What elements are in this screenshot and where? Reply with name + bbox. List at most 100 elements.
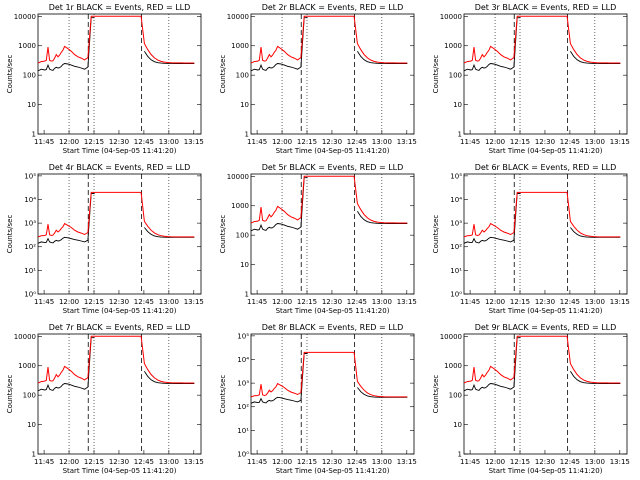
x-tick-label: 12:15 [297, 138, 317, 146]
x-tick-label: 12:45 [347, 298, 367, 306]
x-tick-label: 13:00 [372, 298, 392, 306]
panel-title: Det 6r BLACK = Events, RED = LLD [475, 163, 617, 172]
y-tick-label: 10¹ [24, 267, 36, 275]
series-lld-line [463, 15, 621, 64]
x-axis-label: Start Time (04-Sep-05 11:41:20) [63, 467, 177, 475]
y-tick-label: 10⁵ [237, 332, 249, 340]
y-tick-label: 10⁴ [24, 196, 36, 204]
y-tick-label: 1 [245, 131, 249, 139]
x-tick-label: 12:00 [485, 138, 505, 146]
y-tick-label: 1 [32, 451, 36, 459]
y-axis-label: Counts/sec [219, 215, 227, 254]
x-tick-label: 13:15 [610, 298, 630, 306]
y-tick-label: 10000 [440, 333, 462, 341]
series-lld-line [250, 175, 408, 224]
plot-frame [250, 173, 415, 295]
x-tick-label: 13:00 [159, 138, 179, 146]
y-tick-label: 1 [458, 451, 462, 459]
y-tick-label: 10¹ [450, 267, 462, 275]
x-axis-label: Start Time (04-Sep-05 11:41:20) [276, 147, 390, 155]
y-tick-label: 10⁴ [450, 196, 462, 204]
x-tick-label: 12:15 [297, 298, 317, 306]
y-tick-label: 1 [245, 291, 249, 299]
x-tick-label: 11:45 [247, 298, 267, 306]
y-axis-label: Counts/sec [219, 375, 227, 414]
y-tick-label: 10⁰ [237, 451, 249, 459]
x-tick-label: 12:00 [59, 298, 79, 306]
panel-1: Det 1r BLACK = Events, RED = LLD 1 10 100 10… [6, 3, 204, 155]
x-tick-label: 12:30 [109, 458, 129, 466]
series-lld-line [463, 191, 621, 238]
x-tick-label: 12:30 [535, 458, 555, 466]
y-tick-label: 10 [27, 101, 36, 109]
x-tick-label: 11:45 [34, 458, 54, 466]
y-tick-label: 1000 [18, 362, 36, 370]
x-tick-label: 13:15 [184, 138, 204, 146]
y-tick-label: 10⁰ [450, 291, 462, 299]
y-tick-label: 10² [24, 243, 36, 251]
panel-title: Det 8r BLACK = Events, RED = LLD [262, 323, 404, 332]
x-tick-label: 13:15 [610, 138, 630, 146]
panel-title: Det 1r BLACK = Events, RED = LLD [49, 3, 191, 12]
y-tick-label: 10000 [440, 13, 462, 21]
y-tick-label: 10 [240, 101, 249, 109]
x-axis-label: Start Time (04-Sep-05 11:41:20) [63, 147, 177, 155]
x-axis-label: Start Time (04-Sep-05 11:41:20) [63, 307, 177, 315]
x-tick-label: 13:15 [610, 458, 630, 466]
panel-title: Det 2r BLACK = Events, RED = LLD [262, 3, 404, 12]
panel-2: Det 2r BLACK = Events, RED = LLD 1 10 100 10… [219, 3, 417, 155]
x-tick-label: 12:15 [84, 458, 104, 466]
y-tick-label: 10³ [237, 380, 249, 388]
y-tick-label: 10² [237, 403, 249, 411]
y-tick-label: 10¹ [237, 427, 249, 435]
x-tick-label: 12:45 [560, 138, 580, 146]
x-tick-label: 12:30 [322, 458, 342, 466]
panel-7: Det 7r BLACK = Events, RED = LLD 1 10 100 10… [6, 323, 204, 475]
y-tick-label: 1000 [444, 362, 462, 370]
x-tick-label: 11:45 [460, 458, 480, 466]
x-tick-label: 12:45 [347, 138, 367, 146]
panel-8: Det 8r BLACK = Events, RED = LLD 10⁰ 10¹ 10… [219, 323, 417, 475]
panel-9: Det 9r BLACK = Events, RED = LLD 1 10 100 10… [432, 323, 630, 475]
panel-title: Det 5r BLACK = Events, RED = LLD [262, 163, 404, 172]
x-tick-label: 13:00 [585, 138, 605, 146]
plot-frame [250, 333, 415, 455]
x-tick-label: 12:15 [297, 458, 317, 466]
x-tick-label: 13:00 [585, 298, 605, 306]
x-axis-label: Start Time (04-Sep-05 11:41:20) [489, 147, 603, 155]
x-tick-label: 12:30 [322, 138, 342, 146]
plot-frame [463, 173, 628, 295]
y-tick-label: 1000 [231, 202, 249, 210]
x-tick-label: 12:00 [59, 458, 79, 466]
x-tick-label: 12:15 [510, 458, 530, 466]
series-events-line [250, 353, 408, 404]
x-tick-label: 12:00 [272, 138, 292, 146]
x-tick-label: 12:30 [535, 138, 555, 146]
x-tick-label: 11:45 [247, 458, 267, 466]
x-tick-label: 12:45 [560, 298, 580, 306]
plot-frame [463, 333, 628, 455]
panel-title: Det 9r BLACK = Events, RED = LLD [475, 323, 617, 332]
x-tick-label: 12:00 [485, 298, 505, 306]
plot-frame [37, 13, 202, 135]
x-tick-label: 12:30 [535, 298, 555, 306]
panel-title: Det 7r BLACK = Events, RED = LLD [49, 323, 191, 332]
x-axis-label: Start Time (04-Sep-05 11:41:20) [276, 467, 390, 475]
x-tick-label: 12:45 [134, 458, 154, 466]
y-tick-label: 10⁴ [237, 356, 249, 364]
x-tick-label: 12:00 [272, 298, 292, 306]
x-axis-label: Start Time (04-Sep-05 11:41:20) [276, 307, 390, 315]
y-tick-label: 10⁰ [24, 291, 36, 299]
x-tick-label: 13:15 [184, 298, 204, 306]
y-axis-label: Counts/sec [432, 375, 440, 414]
x-tick-label: 13:00 [372, 138, 392, 146]
panel-5: Det 5r BLACK = Events, RED = LLD 1 10 100 10… [219, 163, 417, 315]
x-tick-label: 13:15 [397, 298, 417, 306]
y-tick-label: 10³ [24, 220, 36, 228]
x-tick-label: 13:00 [159, 458, 179, 466]
plot-frame [37, 333, 202, 455]
series-events-line [37, 193, 195, 244]
series-lld-line [37, 191, 195, 238]
y-tick-label: 10³ [450, 220, 462, 228]
